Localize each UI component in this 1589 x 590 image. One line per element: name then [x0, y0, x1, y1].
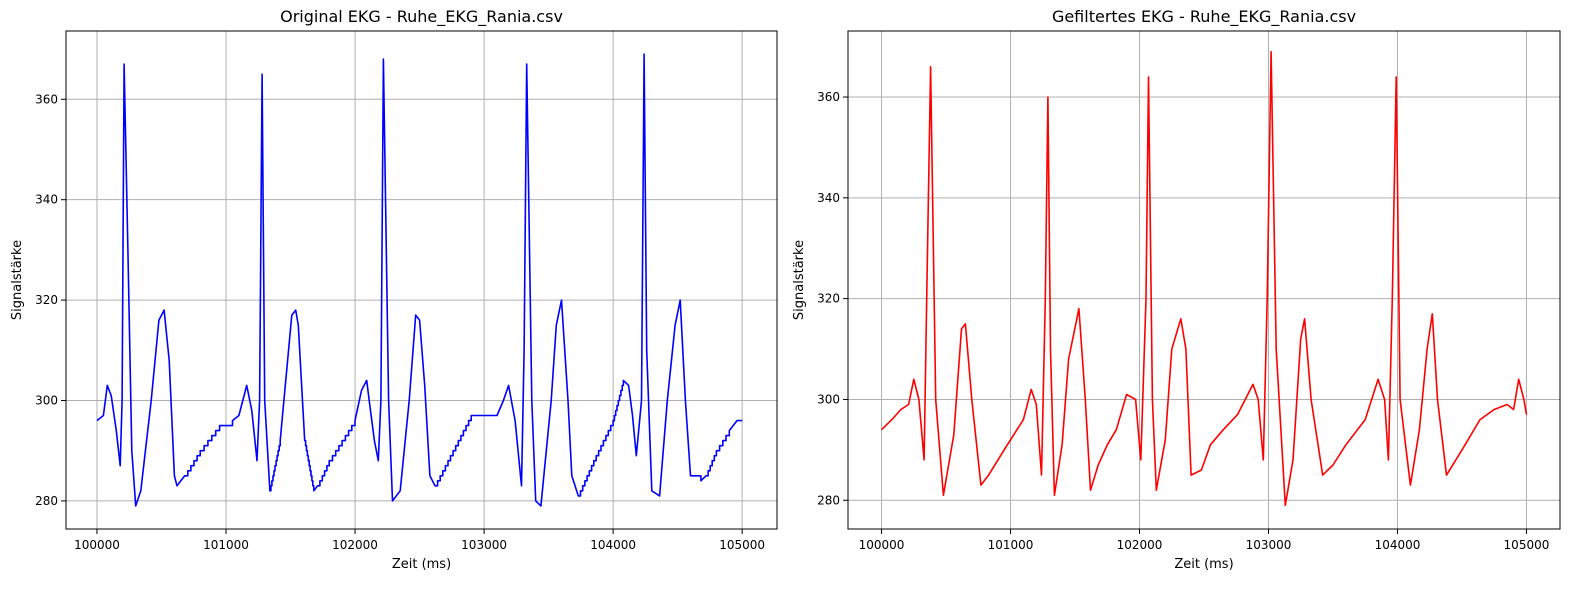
ticks-original: 100000 101000 102000 103000 104000 105000 280 3…: [35, 92, 765, 552]
axes-frame-filtered: [847, 30, 1561, 530]
grid-original: [66, 31, 777, 529]
x-tick-label: 100000: [859, 538, 905, 552]
series-line-0: [880, 50, 1528, 507]
chart-title-filtered: Gefiltertes EKG - Ruhe_EKG_Rania.csv: [1052, 7, 1356, 27]
y-tick-label: 300: [35, 393, 58, 407]
y-tick-label: 320: [35, 293, 58, 307]
x-axis-label-filtered: Zeit (ms): [1174, 557, 1233, 572]
x-tick-label: 102000: [1117, 538, 1163, 552]
y-axis-label-original: Signalstärke: [10, 240, 25, 320]
chart-filtered-ekg: 100000 101000 102000 103000 104000 105000 280 3…: [792, 7, 1561, 572]
x-tick-label: 104000: [590, 538, 636, 552]
ticks-filtered: 100000 101000 102000 103000 104000 105000 280 3…: [817, 90, 1549, 552]
x-tick-label: 103000: [1246, 538, 1292, 552]
y-tick-label: 280: [817, 493, 840, 507]
grid-filtered: [848, 31, 1560, 529]
chart-original-ekg: 100000 101000 102000 103000 104000 105000 280 3…: [10, 7, 778, 572]
y-tick-label: 360: [817, 90, 840, 104]
x-tick-label: 102000: [332, 538, 378, 552]
x-tick-label: 105000: [1504, 538, 1550, 552]
x-tick-label: 100000: [74, 538, 120, 552]
x-tick-label: 104000: [1375, 538, 1421, 552]
y-tick-label: 340: [817, 191, 840, 205]
y-tick-label: 320: [817, 292, 840, 306]
plot-lines-filtered: [880, 50, 1528, 507]
y-axis-label-filtered: Signalstärke: [792, 240, 807, 320]
y-tick-label: 340: [35, 193, 58, 207]
x-tick-label: 105000: [719, 538, 765, 552]
plot-lines-original: [96, 53, 743, 507]
axes-frame-original: [65, 30, 778, 530]
x-tick-label: 103000: [461, 538, 507, 552]
chart-title-original: Original EKG - Ruhe_EKG_Rania.csv: [280, 7, 563, 27]
y-tick-label: 360: [35, 92, 58, 106]
y-tick-label: 280: [35, 494, 58, 508]
series-line-0: [96, 53, 743, 507]
x-tick-label: 101000: [203, 538, 249, 552]
x-tick-label: 101000: [988, 538, 1034, 552]
y-tick-label: 300: [817, 392, 840, 406]
x-axis-label-original: Zeit (ms): [392, 557, 451, 572]
